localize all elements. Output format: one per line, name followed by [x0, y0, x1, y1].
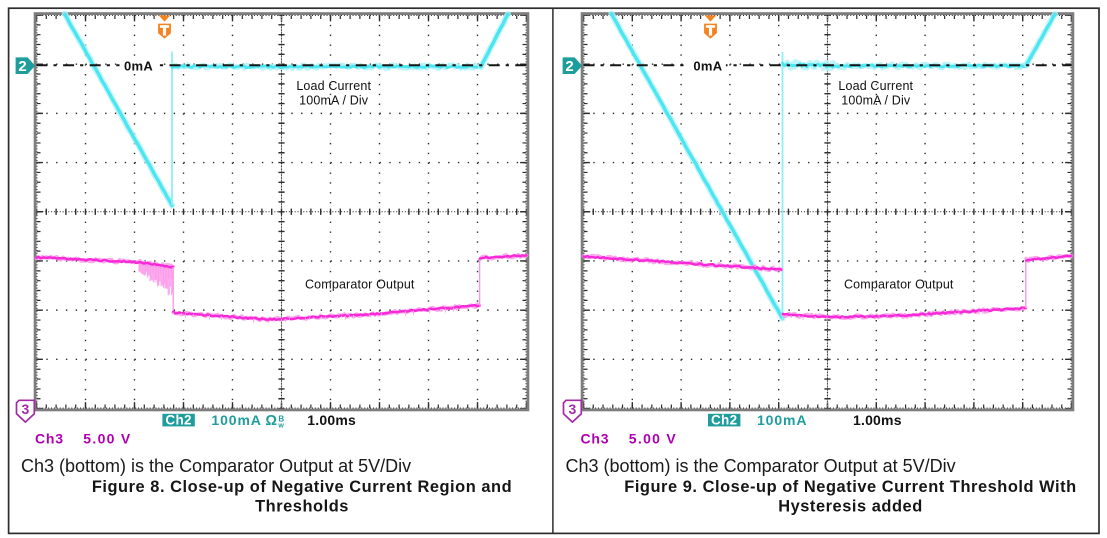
- svg-text:1.00ms: 1.00ms: [307, 412, 356, 428]
- svg-text:5.00 V: 5.00 V: [629, 430, 677, 446]
- svg-text:0mA: 0mA: [124, 58, 153, 73]
- svg-text:Comparator Output: Comparator Output: [305, 278, 415, 292]
- svg-text:Ch3: Ch3: [35, 430, 64, 446]
- svg-text:Ch3: Ch3: [581, 430, 610, 446]
- svg-text:100mA: 100mA: [211, 412, 261, 428]
- svg-text:Hysteresis added: Hysteresis added: [778, 498, 923, 516]
- svg-text:Ch2: Ch2: [711, 412, 737, 427]
- svg-text:Ch3 (bottom) is the Comparator: Ch3 (bottom) is the Comparator Output at…: [566, 456, 956, 476]
- svg-text:1.00ms: 1.00ms: [853, 412, 902, 428]
- svg-text:2: 2: [565, 58, 573, 75]
- svg-text:w: w: [277, 423, 284, 430]
- svg-text:5.00 V: 5.00 V: [83, 430, 131, 446]
- svg-text:3: 3: [22, 401, 30, 417]
- svg-text:Comparator Output: Comparator Output: [844, 278, 954, 292]
- svg-text:Ch3 (bottom) is the Comparator: Ch3 (bottom) is the Comparator Output at…: [21, 456, 411, 476]
- svg-text:100mA: 100mA: [757, 412, 807, 428]
- svg-text:100mA / Div: 100mA / Div: [841, 94, 911, 108]
- svg-text:Load Current: Load Current: [838, 79, 913, 93]
- svg-text:Load Current: Load Current: [296, 79, 371, 93]
- svg-text:Ω: Ω: [265, 413, 277, 429]
- svg-text:Thresholds: Thresholds: [255, 498, 349, 516]
- svg-text:Figure 9. Close-up of Negative: Figure 9. Close-up of Negative Current T…: [624, 478, 1076, 496]
- svg-text:0mA: 0mA: [693, 58, 722, 73]
- svg-text:2: 2: [18, 58, 26, 75]
- svg-text:Ch2: Ch2: [165, 412, 191, 427]
- svg-text:Figure 8. Close-up of Negative: Figure 8. Close-up of Negative Current R…: [92, 478, 512, 496]
- svg-text:B: B: [278, 415, 284, 424]
- svg-text:3: 3: [569, 401, 577, 417]
- svg-text:100mA / Div: 100mA / Div: [299, 94, 369, 108]
